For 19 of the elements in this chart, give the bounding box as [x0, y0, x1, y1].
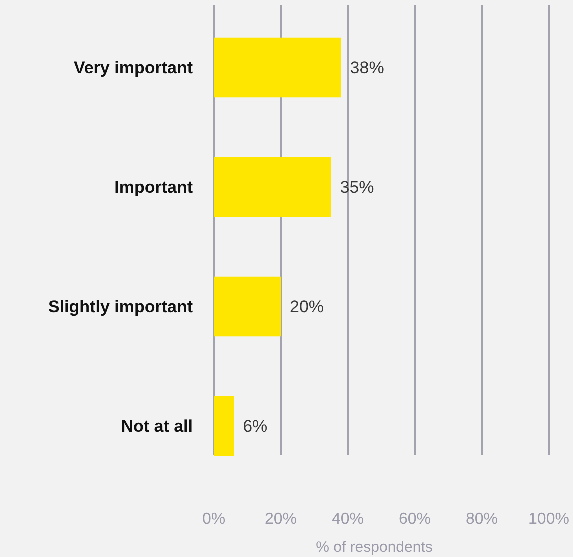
bar — [214, 276, 281, 337]
y-tick-label: Slightly important — [48, 298, 194, 317]
y-tick-label: Important — [114, 178, 194, 198]
x-tick-label: 60% — [398, 511, 432, 528]
y-tick-label: Not at all — [121, 417, 193, 436]
x-tick-label: 100% — [528, 511, 570, 528]
x-tick-label: 80% — [466, 511, 498, 528]
bar — [214, 38, 342, 98]
data-label: 35% — [340, 178, 374, 198]
x-tick-label: 0% — [202, 511, 226, 528]
data-label: 6% — [243, 417, 268, 436]
data-label: 38% — [350, 58, 384, 78]
y-tick-label: Very important — [74, 58, 194, 78]
bar — [214, 396, 234, 456]
x-tick-label: 40% — [332, 511, 364, 528]
x-tick-label: 20% — [264, 511, 298, 528]
data-label: 20% — [290, 298, 324, 317]
bar — [214, 157, 332, 218]
x-axis-title: % of respondents — [316, 539, 433, 556]
